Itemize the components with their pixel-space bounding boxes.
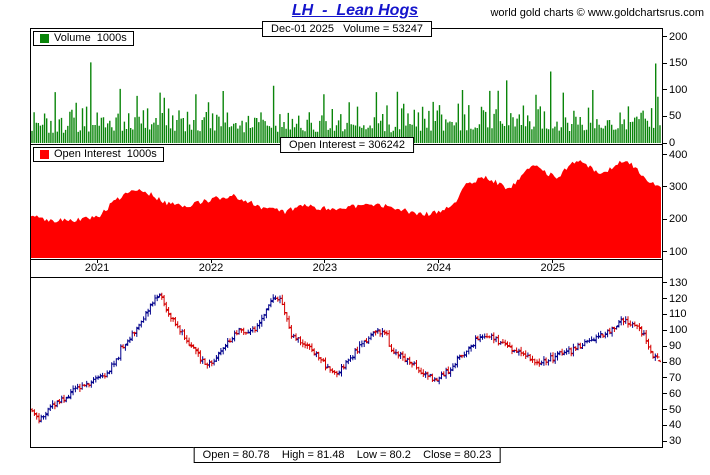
- y-axis-tick-label: 400: [669, 148, 688, 161]
- y-axis-tick: [663, 298, 667, 300]
- open-interest-legend-label: Open Interest 1000s: [54, 148, 157, 160]
- y-axis-tick: [663, 313, 667, 315]
- y-axis-tick: [663, 36, 667, 38]
- x-axis-year-label: 2023: [312, 262, 338, 274]
- y-axis-tick: [663, 186, 667, 188]
- y-axis-tick-label: 30: [669, 435, 682, 448]
- open-interest-swatch-icon: [40, 150, 49, 159]
- y-axis-tick-label: 300: [669, 180, 688, 193]
- y-axis-tick: [663, 424, 667, 426]
- x-axis-year-label: 2021: [84, 262, 110, 274]
- volume-legend-label: Volume 1000s: [54, 32, 127, 44]
- y-axis-tick-label: 40: [669, 419, 682, 432]
- x-axis-tick: [210, 259, 212, 263]
- y-axis-tick: [663, 62, 667, 64]
- y-axis-tick-label: 200: [669, 213, 688, 226]
- y-axis-tick: [663, 440, 667, 442]
- y-axis-tick: [663, 154, 667, 156]
- y-axis-tick: [663, 409, 667, 411]
- y-axis-tick-label: 60: [669, 387, 682, 400]
- y-axis-tick: [663, 251, 667, 253]
- y-axis-tick: [663, 142, 667, 144]
- y-axis-tick-label: 120: [669, 292, 688, 305]
- y-axis-tick: [663, 89, 667, 91]
- y-axis-tick-label: 150: [669, 57, 688, 70]
- x-axis-tick: [324, 259, 326, 263]
- y-axis-tick: [663, 329, 667, 331]
- x-axis-year-label: 2022: [198, 262, 224, 274]
- y-axis-tick: [663, 377, 667, 379]
- ohlc-summary-box: Open = 80.78 High = 81.48 Low = 80.2 Clo…: [193, 447, 501, 463]
- x-axis-tick: [552, 259, 554, 263]
- x-axis-year-label: 2025: [540, 262, 566, 274]
- x-axis-tick: [96, 259, 98, 263]
- y-axis-tick-label: 200: [669, 30, 688, 43]
- y-axis-tick: [663, 218, 667, 220]
- y-axis-tick-label: 50: [669, 403, 682, 416]
- credit-text: world gold charts © www.goldchartsrus.co…: [490, 7, 704, 19]
- volume-info-box: Dec-01 2025 Volume = 53247: [262, 21, 432, 37]
- volume-bars-chart: [31, 62, 661, 143]
- y-axis-tick: [663, 361, 667, 363]
- x-axis-year-label: 2024: [426, 262, 452, 274]
- y-axis-tick-label: 80: [669, 356, 682, 368]
- y-axis-tick-label: 100: [669, 245, 688, 258]
- panel-divider: [30, 259, 663, 260]
- y-axis-tick: [663, 282, 667, 284]
- y-axis-tick-label: 0: [669, 137, 676, 149]
- panel-divider: [30, 277, 663, 278]
- price-ohlc-chart: [31, 292, 661, 424]
- chart-title: LH - Lean Hogs: [291, 2, 419, 19]
- y-axis-tick: [663, 115, 667, 117]
- open-interest-legend: Open Interest 1000s: [33, 147, 164, 162]
- y-axis-tick: [663, 345, 667, 347]
- y-axis-tick-label: 100: [669, 83, 688, 96]
- y-axis-tick-label: 50: [669, 110, 682, 123]
- open-interest-area-chart: [31, 160, 661, 258]
- y-axis-tick-label: 110: [669, 308, 687, 321]
- open-interest-info-box: Open Interest = 306242: [280, 137, 414, 153]
- y-axis-tick-label: 100: [669, 324, 688, 337]
- volume-swatch-icon: [40, 34, 49, 43]
- volume-legend: Volume 1000s: [33, 31, 134, 46]
- y-axis-tick-label: 70: [669, 371, 682, 384]
- y-axis-tick-label: 130: [669, 276, 688, 289]
- y-axis-tick: [663, 393, 667, 395]
- y-axis-tick-label: 90: [669, 340, 682, 353]
- x-axis-tick: [438, 259, 440, 263]
